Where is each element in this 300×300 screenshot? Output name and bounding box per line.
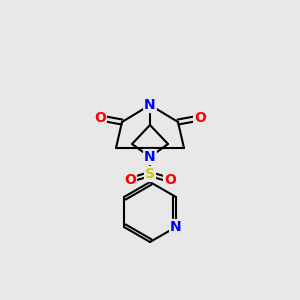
Text: O: O (164, 173, 176, 187)
Text: O: O (94, 111, 106, 125)
Text: O: O (124, 173, 136, 187)
Text: N: N (170, 220, 182, 234)
Text: O: O (194, 111, 206, 125)
Text: S: S (145, 167, 155, 181)
Text: N: N (144, 150, 156, 164)
Text: N: N (144, 98, 156, 112)
